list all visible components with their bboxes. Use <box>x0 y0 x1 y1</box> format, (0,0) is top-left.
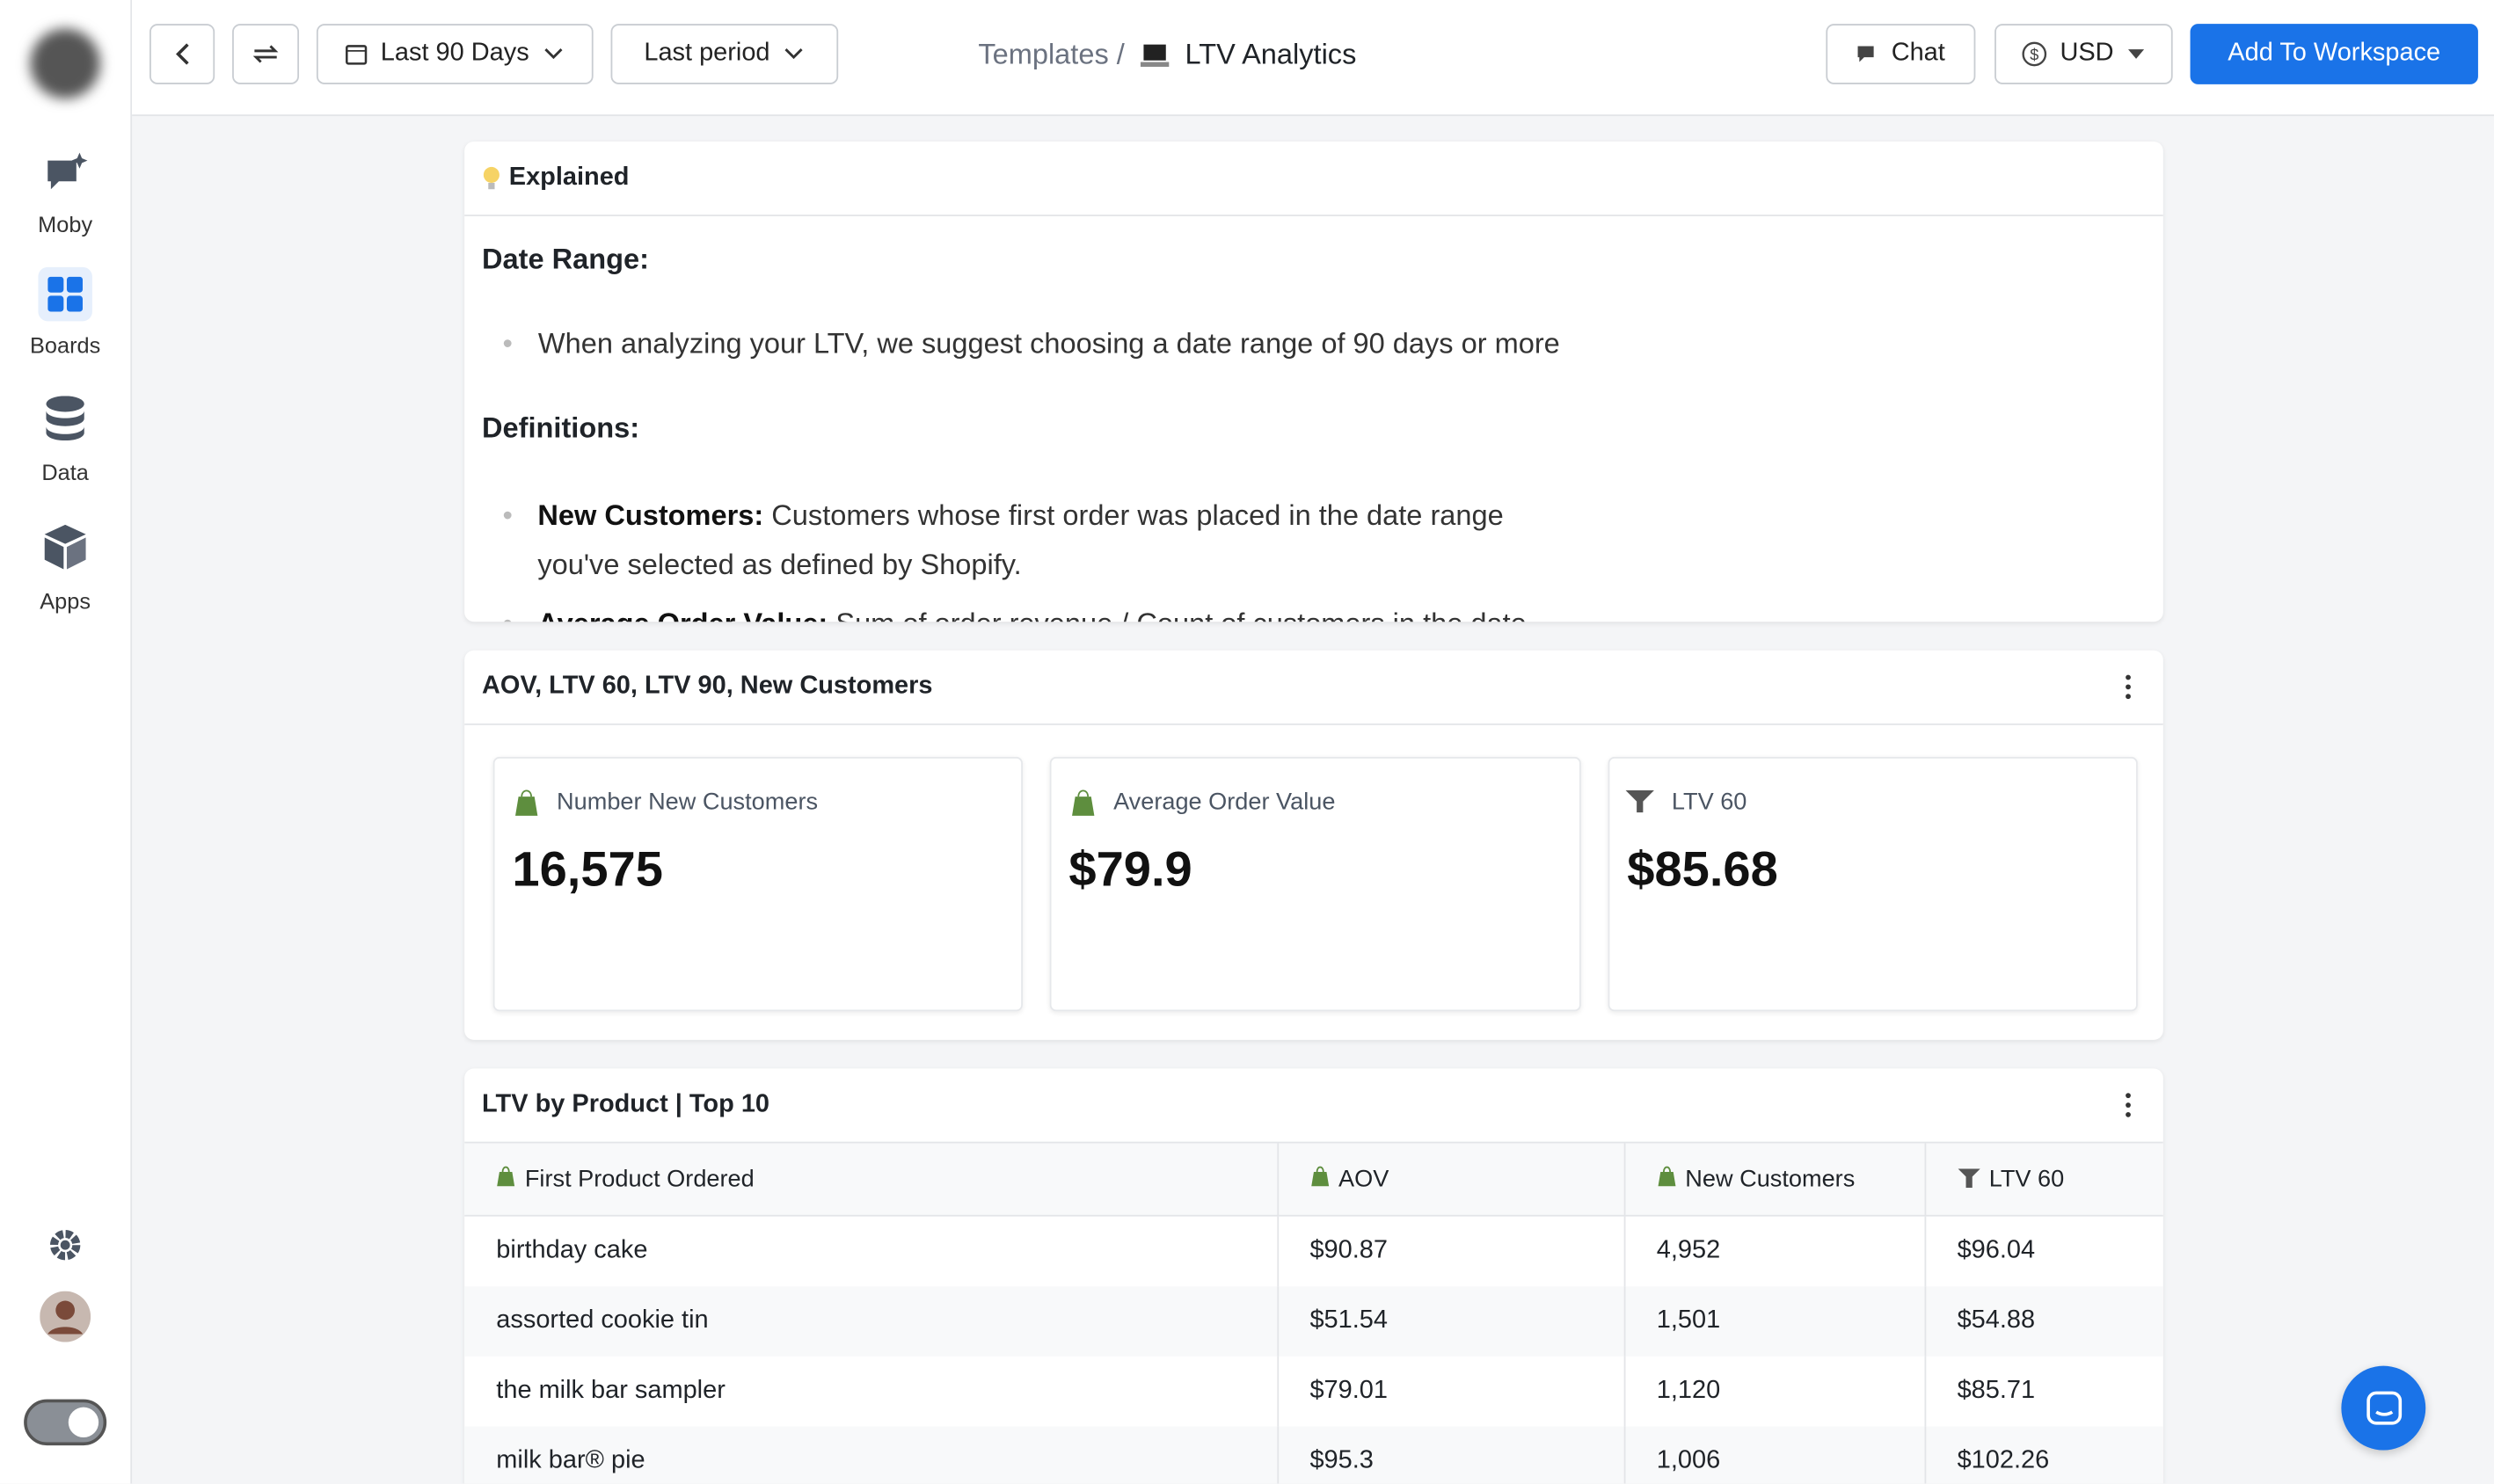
apps-icon <box>44 524 86 570</box>
menu[interactable] <box>2125 1093 2131 1118</box>
table-card: LTV by Product | Top 10 First Product Or… <box>464 1068 2163 1484</box>
menu[interactable] <box>2125 674 2131 700</box>
svg-text:$: $ <box>2030 47 2038 64</box>
breadcrumb: Templates / LTV Analytics <box>978 38 1356 71</box>
table-cell: $79.01 <box>1277 1356 1625 1427</box>
table-cell: 1,501 <box>1623 1286 1926 1357</box>
definition: • New Customers: Customers whose first or… <box>502 498 1504 581</box>
kpi-card: AOV, LTV 60, LTV 90, New Customers Numbe… <box>464 650 2163 1040</box>
table-cell: $102.26 <box>1924 1426 2163 1484</box>
currency-select[interactable]: $ USD <box>1994 24 2173 84</box>
toggle[interactable] <box>24 1399 107 1446</box>
add-label: Add To Workspace <box>2228 40 2441 67</box>
nav-item[interactable]: Data <box>41 459 89 485</box>
column-header: New Customers <box>1623 1143 1926 1217</box>
kpi: Average Order Value $79.9 <box>1049 756 1581 1012</box>
toolbar: Last 90 Days Last period Templates / LTV… <box>132 0 2494 117</box>
column-label: AOV <box>1338 1165 1389 1193</box>
compare-picker[interactable]: Last period <box>610 24 839 84</box>
table-row: birthday cake $90.87 4,952 $96.04 <box>464 1215 2163 1287</box>
kpi-value: $79.9 <box>1068 840 1192 898</box>
table-body: birthday cake $90.87 4,952 $96.04 assorted c… <box>464 1215 2163 1484</box>
table-cell: 1,006 <box>1623 1426 1926 1484</box>
card-header: LTV by Product | Top 10 <box>464 1068 2163 1144</box>
boards-icon <box>47 276 84 312</box>
table-cell: the milk bar sampler <box>464 1356 1279 1427</box>
table-row: milk bar® pie $95.3 1,006 $102.26 <box>464 1426 2163 1484</box>
definition: •Average Order Value: Sum of order reven… <box>503 600 1651 622</box>
heading: Date Range: <box>482 243 649 275</box>
header-row: First Product Ordered AOV New Customers LTV… <box>464 1143 2163 1217</box>
sidebar: Moby Boards Data Apps <box>0 0 133 1484</box>
table-cell: 4,952 <box>1623 1215 1926 1287</box>
kpi-label: LTV 60 <box>1671 789 1747 816</box>
table-row: assorted cookie tin $51.54 1,501 $54.88 <box>464 1286 2163 1357</box>
column-header: AOV <box>1277 1143 1625 1217</box>
column-label: First Product Ordered <box>524 1165 755 1193</box>
table: First Product Ordered AOV New Customers LTV… <box>464 1143 2163 1484</box>
definition-text: Customers whose first order was placed i… <box>537 498 1504 581</box>
column-header: First Product Ordered <box>464 1143 1279 1217</box>
card-header: AOV, LTV 60, LTV 90, New Customers <box>464 651 2163 725</box>
explained-card: Explained Date Range: • When analyzing yo… <box>464 141 2163 622</box>
card-header: Explained <box>464 142 2163 216</box>
table-cell: milk bar® pie <box>464 1426 1279 1484</box>
settings-icon[interactable] <box>49 1229 81 1261</box>
column-label: LTV 60 <box>1988 1165 2065 1193</box>
table-cell: $96.04 <box>1957 1237 2036 1264</box>
kpi-value: 16,575 <box>512 840 663 898</box>
compare: Last period <box>644 40 770 67</box>
table-row: the milk bar sampler $79.01 1,120 $85.71 <box>464 1356 2163 1427</box>
kpi-value: $85.68 <box>1627 840 1778 898</box>
avatar[interactable] <box>40 1291 91 1342</box>
table-cell: $54.88 <box>1924 1286 2163 1357</box>
card-title: LTV by Product | Top 10 <box>482 1090 770 1118</box>
kpi-label: Average Order Value <box>1113 789 1336 816</box>
heading: Definitions: <box>482 411 640 444</box>
table-cell: $85.71 <box>1957 1377 2036 1405</box>
term: Average Order Value: <box>537 607 828 622</box>
data-icon <box>46 396 84 441</box>
card-title: AOV, LTV 60, LTV 90, New Customers <box>482 673 933 700</box>
term: New Customers: <box>537 498 764 532</box>
chat-label: Chat <box>1891 40 1945 67</box>
table-cell: $90.87 <box>1277 1215 1625 1287</box>
table-cell: 1,120 <box>1623 1356 1926 1427</box>
table-cell: $95.3 <box>1277 1426 1625 1484</box>
currency: USD <box>2060 40 2114 67</box>
chat-button[interactable]: Chat <box>1826 24 1976 84</box>
nav-item[interactable]: Boards <box>30 332 101 358</box>
breadcrumb-parent[interactable]: Templates / <box>978 38 1125 70</box>
nav-item[interactable]: Moby <box>38 211 93 237</box>
moby-icon <box>47 152 88 190</box>
date-picker[interactable]: Last 90 Days <box>316 24 594 84</box>
add-to-workspace[interactable]: Add To Workspace <box>2190 24 2478 84</box>
column-label: New Customers <box>1685 1165 1856 1193</box>
refresh-button[interactable] <box>232 24 300 84</box>
table-cell: birthday cake <box>464 1215 1279 1287</box>
breadcrumb-current: LTV Analytics <box>1185 38 1357 70</box>
boards-active <box>38 266 92 322</box>
kpi: Number New Customers 16,575 <box>492 756 1023 1012</box>
laptop-icon <box>1140 43 1170 67</box>
nav-item[interactable]: Apps <box>40 588 91 615</box>
bullet: • When analyzing your LTV, we suggest cho… <box>502 327 1560 360</box>
column-header: LTV 60 <box>1924 1143 2163 1217</box>
table-cell: $51.54 <box>1277 1286 1625 1357</box>
card-title: Explained <box>508 164 630 192</box>
logo <box>30 28 100 99</box>
date-range: Last 90 Days <box>380 40 529 67</box>
kpi-label: Number New Customers <box>557 789 819 816</box>
bullet-text: When analyzing your LTV, we suggest choo… <box>537 327 1560 360</box>
chat-launcher[interactable] <box>2341 1365 2426 1451</box>
back-button[interactable] <box>149 24 215 84</box>
kpi: LTV 60 $85.68 <box>1608 756 2138 1012</box>
definition-text: Sum of order revenue / Count of customer… <box>835 607 1526 622</box>
table-cell: assorted cookie tin <box>464 1286 1279 1357</box>
